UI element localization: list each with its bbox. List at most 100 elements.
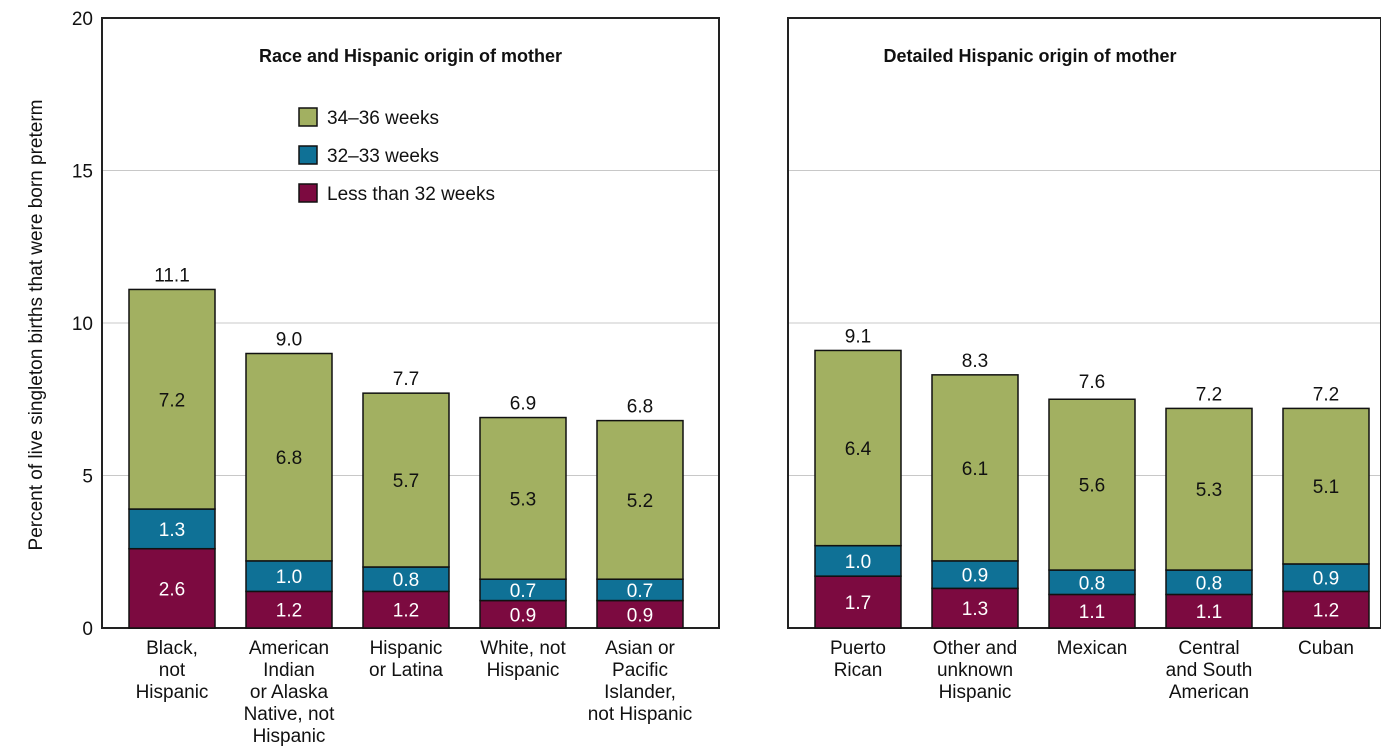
bar-segment-lt32	[128, 547, 216, 629]
bar-segment-w32_33	[128, 508, 216, 550]
category-label: Hispanic	[939, 682, 1012, 703]
bar-segment-w32_33	[1048, 569, 1136, 596]
category-label: Native, not	[244, 704, 336, 725]
bar-segment-value-label: 5.6	[1079, 476, 1105, 497]
bar-segment-value-label: 0.8	[393, 570, 419, 591]
bar-segment-w34_36	[1165, 407, 1253, 571]
category-label: Puerto	[830, 638, 886, 659]
bar-segment-value-label: 1.1	[1196, 602, 1222, 623]
bar-segment-value-label: 0.9	[962, 566, 988, 587]
category-label: Hispanic	[487, 660, 560, 681]
bar-segment-w32_33	[245, 560, 333, 593]
bar-segment-lt32	[1165, 593, 1253, 629]
bar-segment-w34_36	[245, 352, 333, 562]
bar-segment-value-label: 7.2	[159, 390, 185, 411]
bar-segment-value-label: 5.3	[510, 489, 536, 510]
bar-segment-w34_36	[931, 374, 1019, 562]
category-label: Asian or	[605, 638, 675, 659]
bar-segment-lt32	[596, 599, 684, 629]
category-label: Central	[1178, 638, 1239, 659]
bar-segment-value-label: 6.1	[962, 459, 988, 480]
category-label: unknown	[937, 660, 1013, 681]
category-label: and South	[1166, 660, 1253, 681]
category-label: Other and	[933, 638, 1018, 659]
bar-segment-value-label: 1.7	[845, 593, 871, 614]
bar-segment-value-label: 0.7	[510, 581, 536, 602]
category-label: Cuban	[1298, 638, 1354, 659]
category-label: American	[1169, 682, 1249, 703]
category-label: not Hispanic	[588, 704, 693, 725]
bar-segment-lt32	[931, 587, 1019, 629]
bar-segment-value-label: 6.8	[276, 448, 302, 469]
category-label: Rican	[834, 660, 883, 681]
bar-segment-value-label: 0.8	[1079, 573, 1105, 594]
bar-segment-value-label: 0.7	[627, 581, 653, 602]
bar-segment-value-label: 1.2	[1313, 601, 1339, 622]
panel-race-hispanic-origin: Race and Hispanic origin of mother 2.6 1.3…	[101, 17, 720, 747]
panel-detailed-hispanic-origin: Detailed Hispanic origin of mother 1.7 1.0…	[787, 17, 1381, 703]
bar-total-label: 7.6	[1079, 372, 1105, 393]
bar-total-label: 7.2	[1196, 384, 1222, 405]
category-label: Hispanic	[253, 726, 326, 747]
category-label: Mexican	[1057, 638, 1128, 659]
bar-total-label: 9.1	[845, 326, 871, 347]
y-tick-label: 20	[72, 9, 93, 30]
bar-segment-value-label: 1.3	[159, 520, 185, 541]
bar-segment-value-label: 1.1	[1079, 602, 1105, 623]
bar-segment-value-label: 0.9	[627, 605, 653, 626]
bar-total-label: 9.0	[276, 330, 302, 351]
bar-segment-w34_36	[596, 419, 684, 580]
bar-total-label: 7.7	[393, 369, 419, 390]
bar-segment-w32_33	[931, 560, 1019, 590]
bar-total-label: 6.8	[627, 397, 653, 418]
bar-total-label: 7.2	[1313, 384, 1339, 405]
bar-segment-value-label: 2.6	[159, 579, 185, 600]
legend-label: 32–33 weeks	[327, 146, 439, 167]
bar-segment-w34_36	[128, 288, 216, 510]
legend-swatch-w32_33	[298, 145, 318, 165]
y-tick-label: 15	[72, 162, 93, 183]
bar-segment-value-label: 1.0	[276, 567, 302, 588]
bar-segment-value-label: 5.3	[1196, 480, 1222, 501]
y-tick-label: 10	[72, 314, 93, 335]
bar-segment-value-label: 0.9	[510, 605, 536, 626]
category-label: White, not	[480, 638, 566, 659]
bar-segment-w34_36	[362, 392, 450, 568]
bar-segment-w32_33	[1165, 569, 1253, 596]
y-axis-label: Percent of live singleton births that we…	[26, 100, 47, 551]
category-label: not	[159, 660, 186, 681]
category-label: Black,	[146, 638, 198, 659]
bar-segment-lt32	[479, 599, 567, 629]
bar-segment-value-label: 5.7	[393, 471, 419, 492]
bar-segment-value-label: 1.2	[276, 601, 302, 622]
bar-segment-w34_36	[1282, 407, 1370, 565]
legend-swatch-w34_36	[298, 107, 318, 127]
category-label: Hispanic	[136, 682, 209, 703]
y-axis-ticks: 0 5 10 15 20	[72, 9, 93, 640]
bar-segment-value-label: 0.8	[1196, 573, 1222, 594]
bar-total-label: 6.9	[510, 394, 536, 415]
bar-segment-value-label: 5.1	[1313, 477, 1339, 498]
legend-swatch-lt32	[298, 183, 318, 203]
category-label: Pacific	[612, 660, 668, 681]
bar-total-label: 11.1	[154, 265, 190, 286]
bar-segment-lt32	[814, 575, 902, 629]
category-label: American	[249, 638, 329, 659]
bar-segment-w34_36	[479, 416, 567, 580]
bar-segment-w32_33	[362, 566, 450, 593]
bar-segment-value-label: 5.2	[627, 491, 653, 512]
bar-segment-w34_36	[1048, 398, 1136, 571]
bar-segment-w34_36	[814, 349, 902, 547]
bar-segment-value-label: 1.2	[393, 601, 419, 622]
category-label: Islander,	[604, 682, 676, 703]
y-tick-label: 0	[82, 619, 93, 640]
y-tick-label: 5	[82, 467, 93, 488]
bar-segment-lt32	[362, 590, 450, 629]
panel-title: Detailed Hispanic origin of mother	[883, 46, 1176, 66]
bar-segment-lt32	[1048, 593, 1136, 629]
bar-total-label: 8.3	[962, 351, 988, 372]
panel-title: Race and Hispanic origin of mother	[259, 46, 562, 66]
bar-segment-value-label: 6.4	[845, 439, 872, 460]
legend: 34–36 weeks 32–33 weeks Less than 32 weeks	[298, 107, 495, 205]
